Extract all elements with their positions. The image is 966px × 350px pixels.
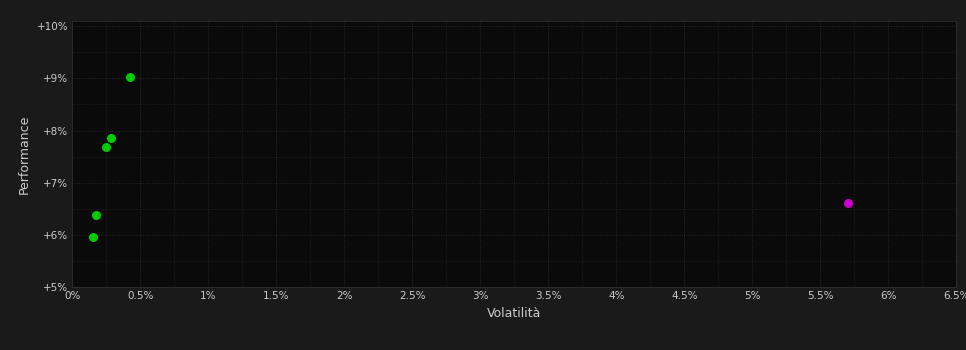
Point bbox=[85, 234, 100, 240]
Y-axis label: Performance: Performance bbox=[18, 114, 31, 194]
Point bbox=[99, 145, 114, 150]
Point bbox=[102, 135, 118, 141]
X-axis label: Volatilità: Volatilità bbox=[487, 307, 542, 320]
Point bbox=[88, 212, 103, 218]
Point bbox=[839, 200, 855, 205]
Point bbox=[122, 75, 137, 80]
